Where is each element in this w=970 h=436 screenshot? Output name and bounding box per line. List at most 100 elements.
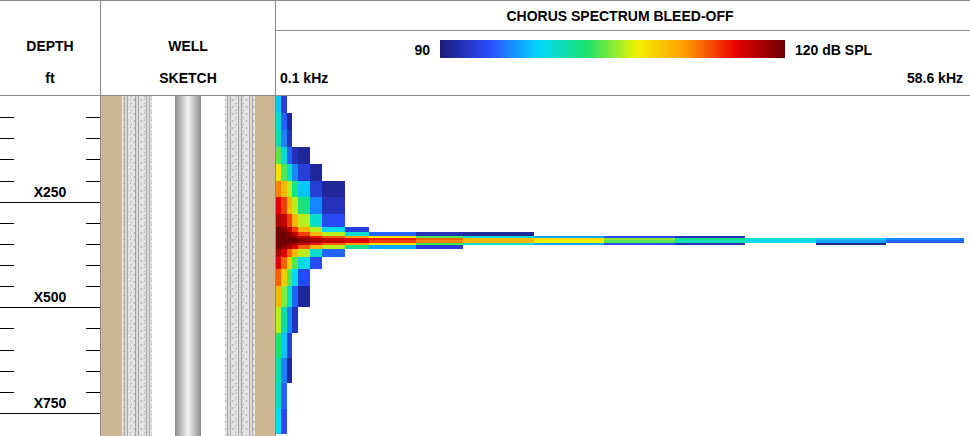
casing [135, 96, 139, 436]
heatmap-cell [298, 227, 310, 232]
heatmap-cell [287, 181, 293, 198]
x-tick-label: 0.1 kHz [280, 70, 328, 86]
depth-minor-tick [86, 328, 100, 329]
heatmap-cell [281, 232, 287, 236]
heatmap-cell [292, 232, 298, 236]
heatmap-cell [416, 232, 463, 236]
heatmap-cell [298, 232, 310, 236]
heatmap-cell [276, 243, 281, 245]
heatmap-cell [322, 236, 346, 238]
heatmap-cell [276, 227, 281, 232]
depth-minor-tick [86, 117, 100, 118]
heatmap-cell [276, 214, 281, 227]
heatmap-cell [292, 245, 298, 249]
frame-line [100, 0, 101, 436]
heatmap-cell [287, 227, 293, 232]
formation [101, 96, 122, 436]
heatmap-cell [276, 113, 281, 130]
heatmap-cell [310, 243, 322, 245]
depth-minor-tick [0, 117, 14, 118]
heatmap-cell [276, 238, 281, 240]
heatmap-cell [310, 240, 322, 242]
depth-minor-tick [0, 181, 14, 182]
heatmap-cell [292, 257, 298, 270]
heatmap-cell [369, 236, 416, 238]
heatmap-cell [281, 269, 287, 286]
heatmap-cell [281, 257, 287, 270]
heatmap-cell [345, 240, 369, 242]
frame-line [0, 0, 970, 1]
depth-major-tick [0, 413, 100, 414]
heatmap-cell [886, 240, 964, 242]
heatmap-cell [276, 383, 281, 408]
cement [225, 96, 255, 436]
heatmap-cell [287, 269, 293, 286]
heatmap-cell [276, 257, 281, 270]
depth-minor-tick [86, 159, 100, 160]
heatmap-cell [287, 130, 293, 147]
heatmap-cell [463, 243, 534, 245]
heatmap-cell [310, 245, 322, 249]
heatmap-cell [281, 236, 287, 238]
heatmap-cell [322, 238, 346, 240]
depth-minor-tick [0, 328, 14, 329]
heatmap-cell [287, 358, 293, 383]
depth-major-tick [0, 202, 100, 203]
heatmap-cell [287, 286, 293, 307]
heatmap-cell [345, 243, 369, 245]
heatmap-cell [675, 236, 746, 238]
heatmap-cell [745, 238, 816, 240]
heatmap-cell [675, 243, 746, 245]
heatmap-cell [604, 243, 675, 245]
heatmap-cell [281, 113, 287, 130]
heatmap-cell [276, 249, 281, 257]
heatmap-cell [292, 197, 298, 214]
depth-minor-tick [0, 392, 14, 393]
heatmap-cell [281, 96, 287, 113]
heatmap-cell [292, 227, 298, 232]
heatmap-cell [287, 307, 293, 332]
heatmap-cell [287, 113, 293, 130]
heatmap-cell [287, 197, 293, 214]
cement [122, 96, 152, 436]
heatmap-cell [292, 269, 298, 286]
heatmap-cell [345, 238, 369, 240]
heatmap-cell [281, 240, 287, 242]
heatmap-cell [276, 333, 281, 358]
heatmap-cell [298, 257, 310, 270]
heatmap [276, 96, 964, 434]
heatmap-cell [276, 240, 281, 242]
heatmap-cell [310, 238, 322, 240]
heatmap-cell [287, 214, 293, 227]
well-sketch [101, 96, 275, 436]
heatmap-cell [292, 286, 298, 307]
heatmap-cell [816, 238, 887, 240]
heatmap-cell [287, 245, 293, 249]
heatmap-cell [322, 243, 346, 245]
heatmap-cell [281, 197, 287, 214]
casing [249, 96, 253, 436]
heatmap-cell [463, 236, 534, 238]
heatmap-cell [287, 240, 293, 242]
heatmap-cell [292, 249, 298, 257]
title: CHORUS SPECTRUM BLEED-OFF [506, 8, 734, 24]
depth-minor-tick [86, 265, 100, 266]
depth-minor-tick [86, 244, 100, 245]
heatmap-cell [310, 164, 322, 181]
casing [146, 96, 150, 436]
heatmap-cell [298, 249, 310, 257]
heatmap-cell [281, 130, 287, 147]
heatmap-cell [276, 236, 281, 238]
annulus [201, 96, 225, 436]
heatmap-cell [675, 238, 746, 240]
heatmap-cell [287, 333, 293, 358]
heatmap-cell [298, 269, 310, 286]
heatmap-cell [369, 245, 416, 249]
heatmap-cell [745, 240, 816, 242]
heatmap-cell [298, 181, 310, 198]
depth-minor-tick [0, 159, 14, 160]
heatmap-cell [322, 249, 346, 257]
heatmap-cell [292, 307, 298, 332]
heatmap-cell [281, 249, 287, 257]
depth-minor-tick [0, 244, 14, 245]
